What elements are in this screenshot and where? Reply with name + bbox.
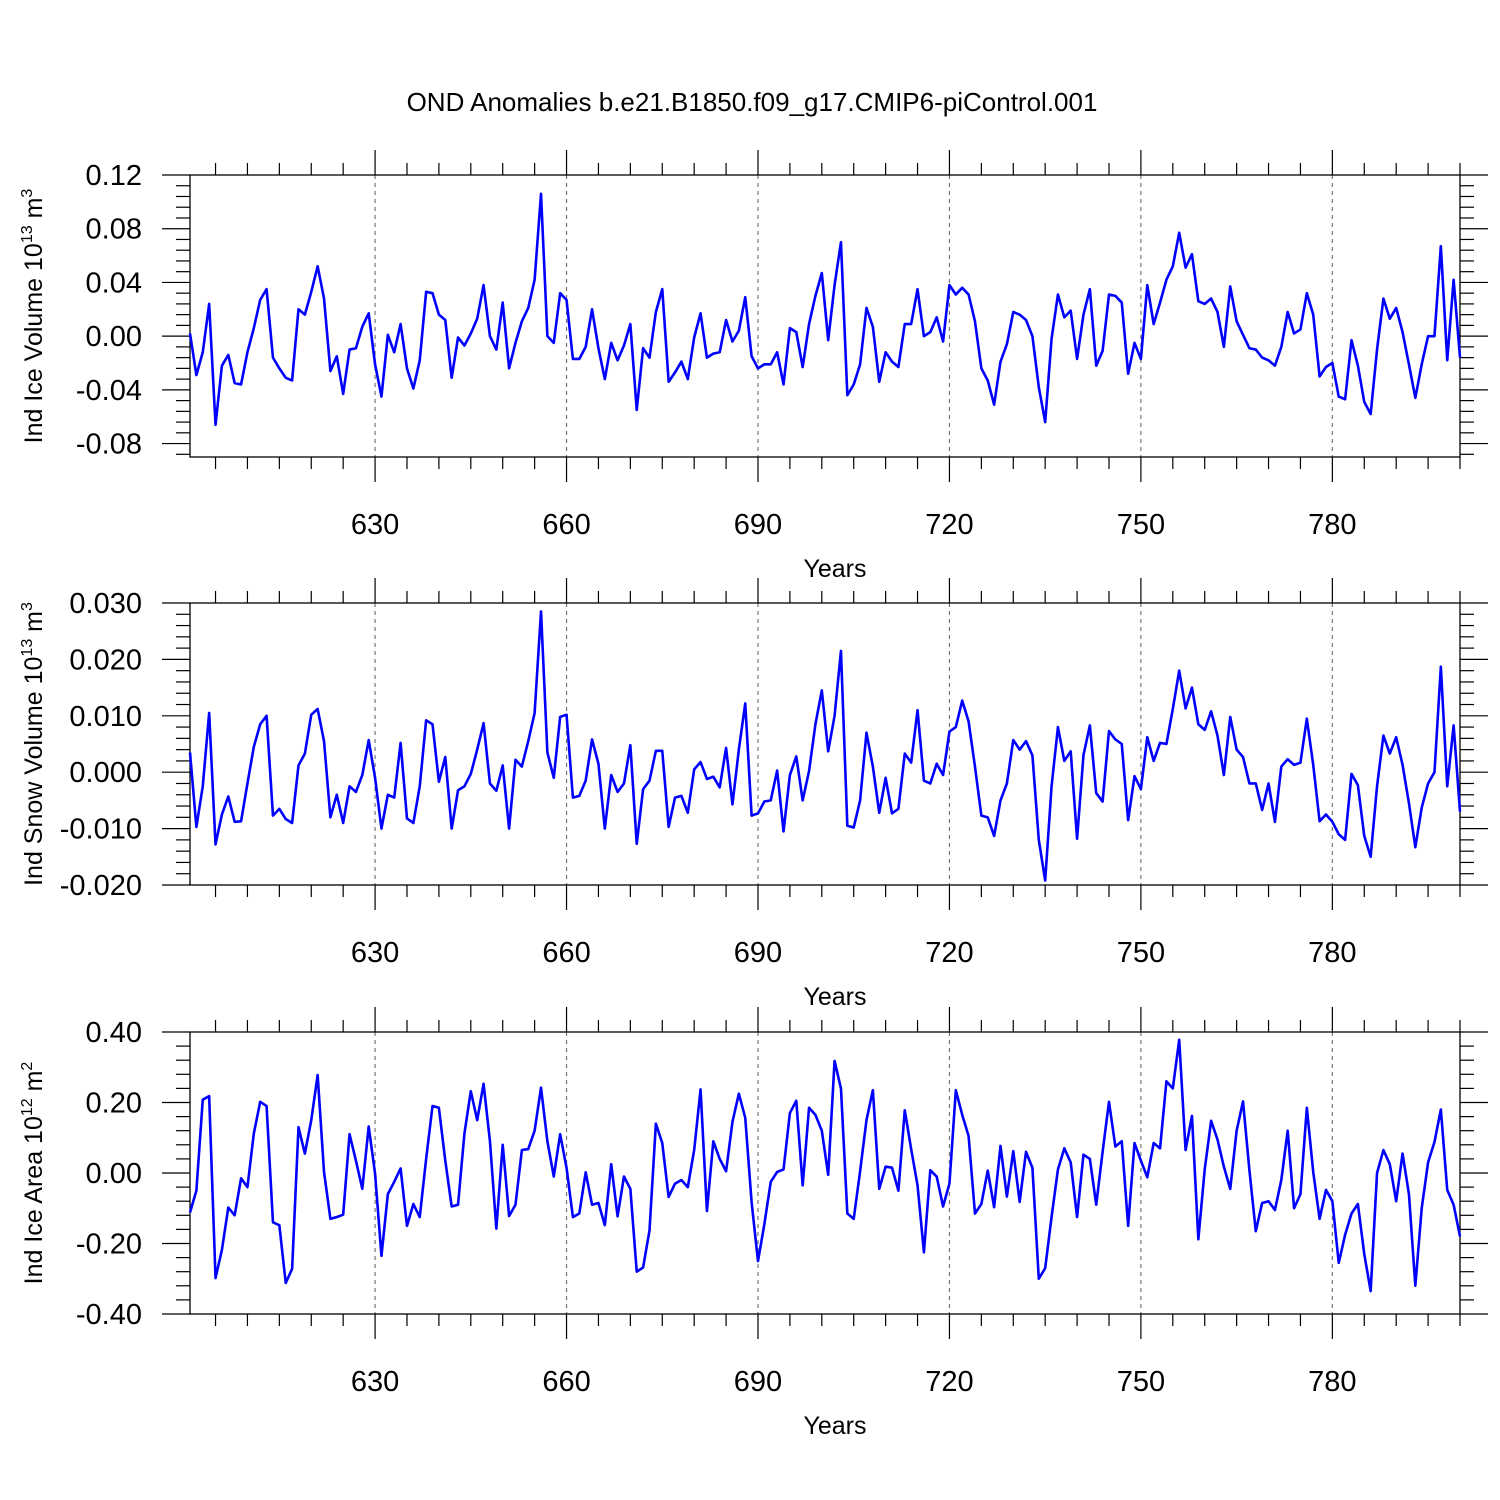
series-line [188, 192, 1462, 427]
x-tick-label: 750 [1117, 937, 1165, 969]
x-tick-label: 720 [925, 1366, 973, 1398]
y-tick-label: -0.010 [60, 814, 142, 846]
x-axis-title: Years [803, 983, 866, 1011]
x-axis-title: Years [803, 555, 866, 583]
y-tick-label: 0.04 [86, 267, 142, 299]
x-tick-label: 780 [1308, 937, 1356, 969]
y-tick-label: 0.00 [86, 1158, 142, 1190]
x-tick-label: 630 [351, 937, 399, 969]
x-axis-title: Years [803, 1412, 866, 1440]
series-line [188, 610, 1462, 882]
x-tick-label: 690 [734, 937, 782, 969]
y-tick-label: -0.020 [60, 870, 142, 902]
chart-panel: 630 660 690 720 750 780 -0.020 -0.010 0.000 0.010… [19, 578, 1488, 1011]
x-tick-label: 660 [542, 937, 590, 969]
y-tick-label: -0.08 [76, 429, 142, 461]
panels: 630 660 690 720 750 780 -0.08 -0.04 0.00 0.04 0.08… [19, 150, 1488, 1440]
x-tick-label: 690 [734, 1366, 782, 1398]
x-tick-label: 750 [1117, 509, 1165, 541]
chart-panel: 630 660 690 720 750 780 -0.40 -0.20 0.00 0.20 0.40… [19, 1007, 1488, 1440]
y-tick-label: 0.000 [69, 757, 142, 789]
y-tick-label: 0.20 [86, 1088, 142, 1120]
x-tick-label: 720 [925, 509, 973, 541]
y-tick-label: 0.08 [86, 214, 142, 246]
x-tick-label: 780 [1308, 509, 1356, 541]
y-tick-label: -0.20 [76, 1229, 142, 1261]
y-tick-label: 0.020 [69, 644, 142, 676]
y-axis-title: Ind Ice Volume 1013 m3 [19, 189, 48, 444]
y-tick-label: 0.010 [69, 701, 142, 733]
x-tick-label: 660 [542, 1366, 590, 1398]
y-tick-label: -0.40 [76, 1299, 142, 1331]
plot-frame [189, 602, 1461, 886]
plot-frame [189, 174, 1461, 458]
y-tick-label: -0.04 [76, 375, 142, 407]
y-tick-label: 0.00 [86, 321, 142, 353]
y-tick-label: 0.12 [86, 160, 142, 192]
x-tick-label: 630 [351, 1366, 399, 1398]
x-tick-label: 660 [542, 509, 590, 541]
x-tick-label: 690 [734, 509, 782, 541]
x-tick-label: 750 [1117, 1366, 1165, 1398]
y-tick-label: 0.40 [86, 1017, 142, 1049]
figure-title: OND Anomalies b.e21.B1850.f09_g17.CMIP6-… [407, 87, 1098, 117]
y-axis-title: Ind Snow Volume 1013 m3 [19, 602, 48, 886]
x-tick-label: 780 [1308, 1366, 1356, 1398]
x-tick-label: 720 [925, 937, 973, 969]
y-tick-label: 0.030 [69, 588, 142, 620]
series-line [188, 1038, 1462, 1293]
x-tick-label: 630 [351, 509, 399, 541]
chart-panel: 630 660 690 720 750 780 -0.08 -0.04 0.00 0.04 0.08… [19, 150, 1488, 583]
y-axis-title: Ind Ice Area 1012 m2 [19, 1062, 48, 1285]
